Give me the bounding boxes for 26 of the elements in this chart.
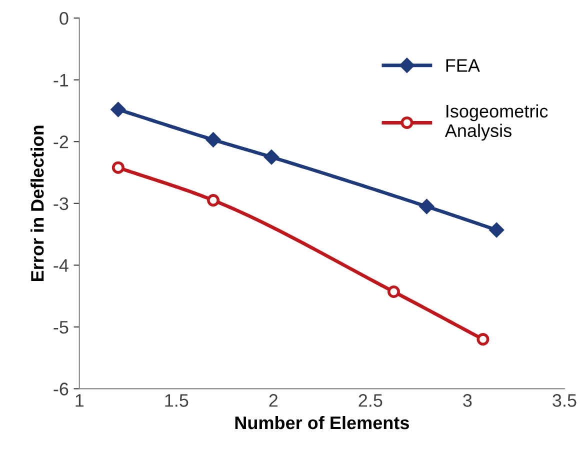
point: [476, 333, 490, 346]
x-tick-label: 1.5: [165, 394, 188, 407]
point: [387, 285, 400, 298]
point: [112, 161, 124, 174]
y-axis-title: Error in Deflection: [30, 126, 44, 281]
x-tick-label: 3.5: [552, 394, 576, 407]
y-tick-label: -2: [54, 136, 68, 148]
point: [264, 150, 279, 164]
point: [419, 199, 434, 214]
x-tick-label: 1: [76, 394, 84, 407]
x-tick-label: 2.5: [358, 394, 382, 407]
y-tick-label: -5: [54, 321, 68, 334]
y-tick-label: -4: [54, 259, 68, 272]
x-tick-label: 3: [463, 394, 472, 407]
point: [206, 132, 221, 148]
y-tick-label: 0: [60, 12, 68, 25]
legend-label: Isogeometric Analysis: [444, 104, 548, 141]
point: [110, 102, 126, 117]
legend-label: FEA: [446, 59, 480, 72]
x-axis-title: Number of Elements: [235, 416, 409, 430]
y-tick-label: -1: [54, 74, 68, 86]
point: [207, 194, 220, 207]
y-tick-label: -3: [54, 197, 68, 210]
y-tick-label: -6: [54, 382, 68, 396]
point: [489, 222, 504, 238]
x-tick-label: 2: [269, 394, 278, 407]
